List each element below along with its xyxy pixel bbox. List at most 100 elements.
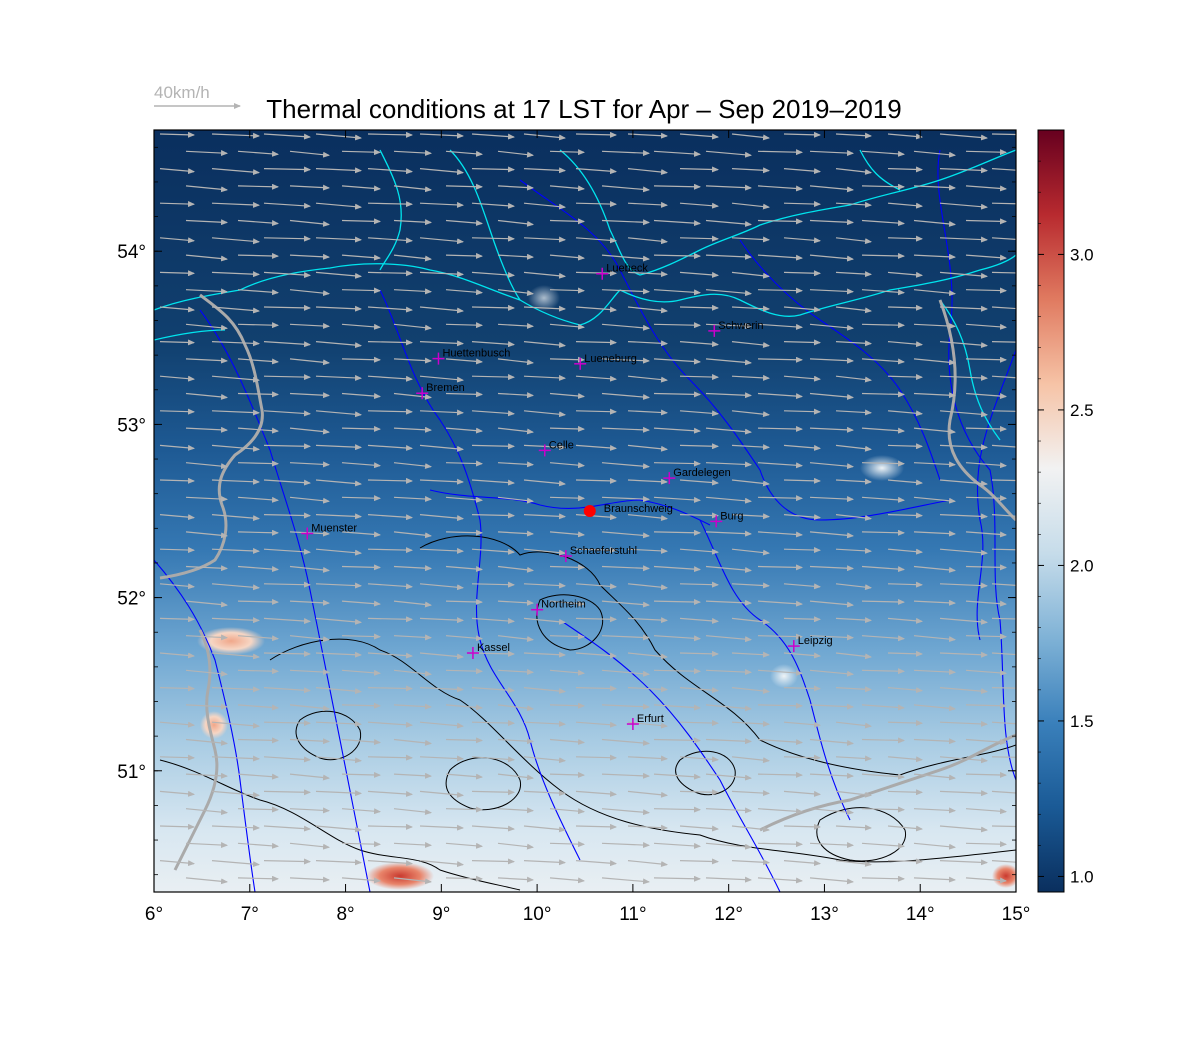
wind-arrow — [991, 860, 1016, 863]
wind-arrow — [601, 462, 650, 470]
wind-arrow — [757, 185, 803, 192]
wind-arrow — [445, 252, 483, 259]
wind-arrow — [757, 149, 803, 156]
wind-arrow — [419, 824, 464, 831]
wind-arrow — [627, 478, 668, 485]
wind-arrow — [523, 513, 566, 520]
wind-arrow — [835, 375, 872, 383]
wind-arrow — [627, 306, 668, 314]
wind-arrow — [237, 427, 279, 434]
wind-arrow — [341, 531, 381, 538]
wind-arrow — [1070, 774, 1108, 777]
wind-arrow — [549, 287, 585, 294]
wind-arrow — [887, 789, 923, 796]
station-label: Kassel — [477, 642, 510, 654]
wind-arrow — [523, 651, 566, 658]
wind-arrow — [783, 616, 821, 623]
wind-arrow — [757, 633, 803, 640]
wind-arrow — [679, 202, 719, 209]
wind-arrow — [445, 150, 483, 157]
wind-arrow — [653, 252, 701, 259]
wind-arrow — [965, 462, 1007, 469]
wind-arrow — [601, 219, 650, 226]
wind-arrow — [497, 668, 534, 675]
wind-arrow — [367, 685, 413, 692]
wind-arrow — [367, 444, 413, 451]
y-tick-label: 51° — [117, 762, 146, 783]
wind-arrow — [653, 150, 701, 157]
map-area: Luebeck Schwerin Huettenbusch Lueneburg Brem… — [154, 130, 1108, 892]
wind-arrow — [185, 738, 228, 746]
wind-arrow — [523, 236, 566, 243]
wind-arrow — [679, 443, 719, 450]
wind-arrow — [627, 583, 668, 591]
wind-arrow — [497, 184, 534, 191]
wind-arrow — [809, 426, 854, 433]
wind-arrow — [159, 721, 195, 728]
station-label: Leipzig — [798, 635, 833, 647]
wind-arrow — [1070, 394, 1108, 395]
wind-arrow — [627, 340, 668, 347]
wind-arrow — [887, 374, 923, 381]
wind-arrow — [497, 392, 534, 399]
wind-arrow — [913, 773, 956, 781]
wind-arrow — [783, 583, 821, 590]
wind-arrow — [965, 356, 1007, 363]
wind-arrow — [263, 443, 311, 450]
wind-arrow — [835, 237, 872, 245]
wind-arrow — [861, 875, 905, 882]
wind-arrow — [809, 219, 854, 226]
wind-arrow — [861, 358, 905, 365]
wind-arrow — [965, 323, 1007, 330]
wind-arrow — [367, 477, 413, 484]
station-label: Huettenbusch — [442, 348, 510, 360]
wind-arrow — [939, 548, 988, 556]
wind-arrow — [861, 460, 905, 467]
wind-arrow — [471, 756, 515, 763]
station-label: Schwerin — [718, 320, 763, 332]
wind-arrow — [627, 686, 668, 693]
wind-arrow — [315, 444, 362, 451]
wind-arrow — [341, 564, 381, 571]
wind-arrow — [809, 669, 854, 677]
wind-arrow — [783, 860, 821, 867]
wind-arrow — [185, 842, 228, 849]
wind-arrow — [393, 772, 432, 779]
wind-arrow — [653, 773, 701, 780]
wind-arrow — [263, 581, 311, 588]
station-huettenbusch: Huettenbusch — [432, 348, 510, 365]
wind-arrow — [627, 721, 668, 729]
wind-arrow — [471, 479, 515, 486]
wind-arrow — [237, 150, 279, 157]
wind-arrow — [549, 356, 585, 363]
wind-arrow — [627, 860, 668, 867]
wind-arrow — [913, 669, 956, 676]
wind-arrow — [939, 479, 988, 487]
wind-arrow — [341, 877, 381, 884]
wind-arrow — [471, 271, 515, 278]
wind-arrow — [367, 790, 413, 797]
wind-arrow — [887, 617, 923, 624]
wind-arrow — [575, 616, 617, 623]
wind-arrow — [991, 341, 1016, 343]
wind-arrow — [289, 461, 330, 468]
wind-arrow — [731, 859, 770, 866]
wind-arrow — [523, 202, 566, 210]
wind-arrow — [757, 218, 803, 225]
wind-arrow — [549, 669, 585, 676]
station-schaeferstuhl: Schaeferstuhl — [559, 545, 637, 563]
wind-arrow — [835, 340, 872, 347]
wind-arrow — [575, 477, 617, 484]
border-segment — [173, 629, 219, 871]
wind-arrow — [939, 513, 988, 520]
wind-arrow — [393, 703, 432, 710]
wind-arrow — [341, 808, 381, 815]
wind-arrow — [835, 790, 872, 798]
wind-arrow — [445, 183, 483, 190]
wind-arrow — [887, 410, 923, 417]
wind-arrow — [575, 547, 617, 554]
wind-arrow — [731, 374, 770, 381]
wind-arrow — [237, 737, 279, 744]
wind-arrow — [783, 721, 821, 728]
x-tick-label: 11° — [619, 904, 646, 925]
